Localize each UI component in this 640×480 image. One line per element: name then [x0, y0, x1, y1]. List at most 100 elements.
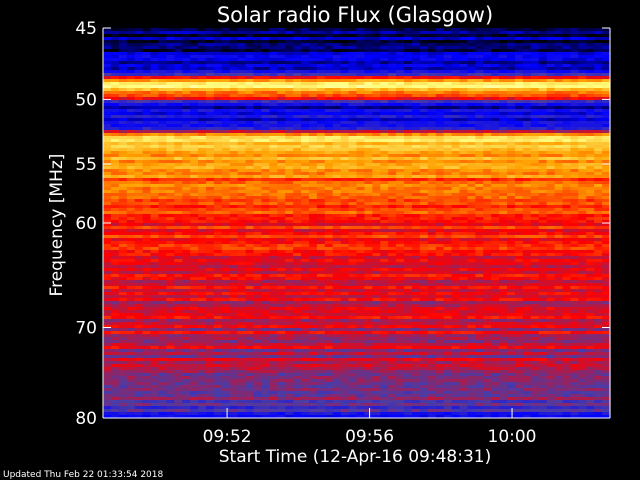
spectrogram-cell [213, 70, 223, 74]
spectrogram-cell [483, 46, 492, 50]
spectrogram-cell [205, 118, 215, 122]
spectrogram-cell [578, 94, 587, 98]
spectrogram-cell [332, 154, 342, 158]
spectrogram-cell [110, 31, 120, 35]
spectrogram-cell [396, 187, 405, 191]
spectrogram-cell [467, 34, 476, 38]
spectrogram-cell [522, 127, 532, 131]
spectrogram-cell [380, 106, 389, 110]
spectrogram-cell [443, 235, 453, 239]
spectrogram-cell [570, 115, 579, 119]
spectrogram-cell [174, 67, 183, 71]
spectrogram-cell [435, 100, 445, 104]
spectrogram-cell [277, 229, 286, 233]
spectrogram-cell [475, 79, 484, 83]
spectrogram-cell [356, 139, 366, 143]
spectrogram-cell [522, 154, 532, 158]
spectrogram-cell [237, 109, 247, 113]
spectrogram-cell [451, 28, 461, 32]
spectrogram-cell [602, 43, 611, 47]
spectrogram-cell [253, 154, 263, 158]
spectrogram-cell [388, 100, 397, 104]
spectrogram-cell [205, 73, 215, 77]
spectrogram-cell [514, 223, 524, 227]
spectrogram-cell [578, 226, 587, 230]
spectrogram-cell [554, 34, 564, 38]
spectrogram-cell [467, 256, 476, 260]
spectrogram-cell [150, 82, 160, 86]
spectrogram-cell [269, 163, 278, 167]
spectrogram-cell [277, 256, 286, 260]
spectrogram-cell [316, 28, 326, 32]
spectrogram-cell [435, 247, 445, 251]
spectrogram-cell [388, 187, 397, 191]
spectrogram-cell [443, 193, 453, 197]
spectrogram-cell [435, 226, 445, 230]
spectrogram-cell [507, 247, 516, 251]
spectrogram-cell [364, 79, 373, 83]
spectrogram-cell [301, 208, 310, 212]
spectrogram-cell [324, 190, 334, 194]
spectrogram-cell [158, 73, 167, 77]
spectrogram-cell [594, 106, 603, 110]
spectrogram-cell [459, 256, 468, 260]
spectrogram-cell [237, 133, 247, 137]
spectrogram-cell [356, 46, 366, 50]
spectrogram-cell [380, 205, 389, 209]
spectrogram-cell [261, 193, 270, 197]
spectrogram-cell [126, 133, 136, 137]
spectrogram-cell [594, 193, 603, 197]
spectrogram-cell [103, 118, 112, 122]
spectrogram-cell [475, 172, 484, 176]
spectrogram-cell [602, 256, 611, 260]
spectrogram-cell [348, 148, 358, 152]
spectrogram-cell [237, 85, 247, 89]
spectrogram-cell [507, 97, 516, 101]
spectrogram-cell [570, 214, 579, 218]
spectrogram-cell [285, 46, 294, 50]
spectrogram-cell [483, 253, 492, 257]
spectrogram-cell [285, 106, 294, 110]
spectrogram-cell [301, 121, 310, 125]
spectrogram-cell [269, 151, 278, 155]
spectrogram-cell [285, 148, 294, 152]
spectrogram-cell [348, 166, 358, 170]
spectrogram-cell [562, 199, 571, 203]
spectrogram-cell [491, 121, 500, 125]
spectrogram-cell [435, 94, 445, 98]
spectrogram-cell [261, 196, 270, 200]
spectrogram-cell [427, 253, 437, 257]
spectrogram-cell [522, 241, 532, 245]
spectrogram-cell [530, 166, 540, 170]
spectrogram-cell [554, 64, 564, 68]
spectrogram-cell [443, 163, 453, 167]
spectrogram-cell [285, 232, 294, 236]
spectrogram-cell [205, 211, 215, 215]
spectrogram-cell [411, 208, 421, 212]
spectrogram-cell [586, 250, 595, 254]
spectrogram-cell [285, 259, 294, 263]
spectrogram-cell [499, 175, 508, 179]
spectrogram-cell [103, 133, 112, 137]
spectrogram-cell [205, 145, 215, 149]
spectrogram-cell [451, 112, 461, 116]
spectrogram-cell [427, 67, 437, 71]
spectrogram-cell [380, 112, 389, 116]
spectrogram-cell [316, 253, 326, 257]
spectrogram-cell [324, 187, 334, 191]
spectrogram-cell [126, 100, 136, 104]
spectrogram-cell [229, 76, 239, 80]
spectrogram-cell [182, 40, 191, 44]
spectrogram-cell [174, 178, 183, 182]
spectrogram-cell [340, 121, 350, 125]
spectrogram-cell [467, 64, 476, 68]
spectrogram-cell [522, 214, 532, 218]
spectrogram-cell [546, 214, 556, 218]
spectrogram-cell [348, 241, 358, 245]
spectrogram-cell [602, 70, 611, 74]
spectrogram-cell [190, 172, 199, 176]
spectrogram-cell [570, 166, 579, 170]
spectrogram-cell [253, 160, 263, 164]
spectrogram-cell [562, 136, 571, 140]
spectrogram-cell [103, 103, 112, 107]
